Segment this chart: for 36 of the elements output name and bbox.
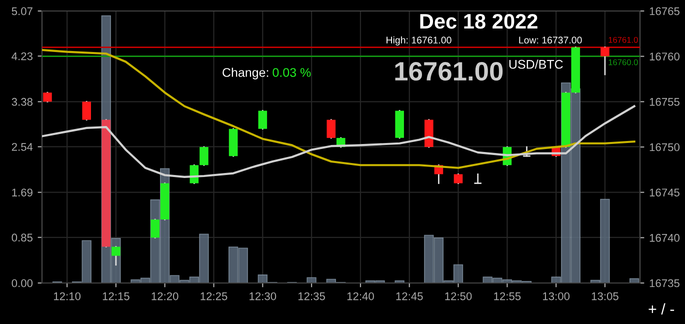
x-tick-label: 12:55 bbox=[494, 292, 521, 300]
x-tick-label: 13:00 bbox=[543, 292, 570, 300]
x-tick-label: 12:15 bbox=[102, 292, 130, 300]
y2-tick-label: 16745 bbox=[650, 188, 680, 196]
ref-line-label: 16760.0 bbox=[608, 59, 638, 66]
annotation: 16761.00 bbox=[395, 62, 503, 81]
annotation: 0.03 % bbox=[272, 68, 311, 77]
annotation: Change: bbox=[222, 68, 268, 80]
ref-line-label: 16761.0 bbox=[608, 36, 638, 43]
y-tick-label: 1.69 bbox=[12, 188, 32, 196]
x-tick-label: 12:35 bbox=[298, 292, 325, 300]
x-tick-label: 12:40 bbox=[347, 292, 374, 300]
x-tick-label: 12:50 bbox=[445, 292, 472, 300]
x-tick-label: 12:30 bbox=[250, 292, 276, 300]
x-tick-label: 12:45 bbox=[396, 292, 423, 300]
text: + / - bbox=[648, 303, 674, 314]
y-tick-label: 5.07 bbox=[12, 7, 32, 16]
y-tick-label: 0.00 bbox=[12, 279, 33, 288]
y2-tick-label: 16760 bbox=[650, 52, 680, 60]
y-tick-label: 2.54 bbox=[12, 143, 33, 151]
y2-tick-label: 16740 bbox=[650, 234, 680, 242]
chart-title: Dec 18 2022 bbox=[420, 14, 538, 29]
y-tick-label: 4.23 bbox=[12, 52, 32, 60]
y-tick-label: 0.85 bbox=[12, 234, 33, 242]
x-tick-label: 12:20 bbox=[152, 292, 178, 300]
y2-tick-label: 16765 bbox=[650, 7, 680, 16]
y2-tick-label: 16750 bbox=[650, 143, 680, 152]
y-tick-label: 3.38 bbox=[12, 98, 32, 106]
y2-tick-label: 16735 bbox=[650, 279, 680, 288]
x-tick-label: 12:25 bbox=[200, 292, 228, 300]
x-tick-label: 12:10 bbox=[54, 292, 81, 300]
annotation: Low: 16737.00 bbox=[519, 36, 582, 44]
x-tick-label: 13:05 bbox=[592, 292, 618, 300]
annotation: High: 16761.00 bbox=[386, 36, 452, 46]
y2-tick-label: 16755 bbox=[650, 98, 680, 106]
annotation: USD/BTC bbox=[509, 60, 563, 69]
